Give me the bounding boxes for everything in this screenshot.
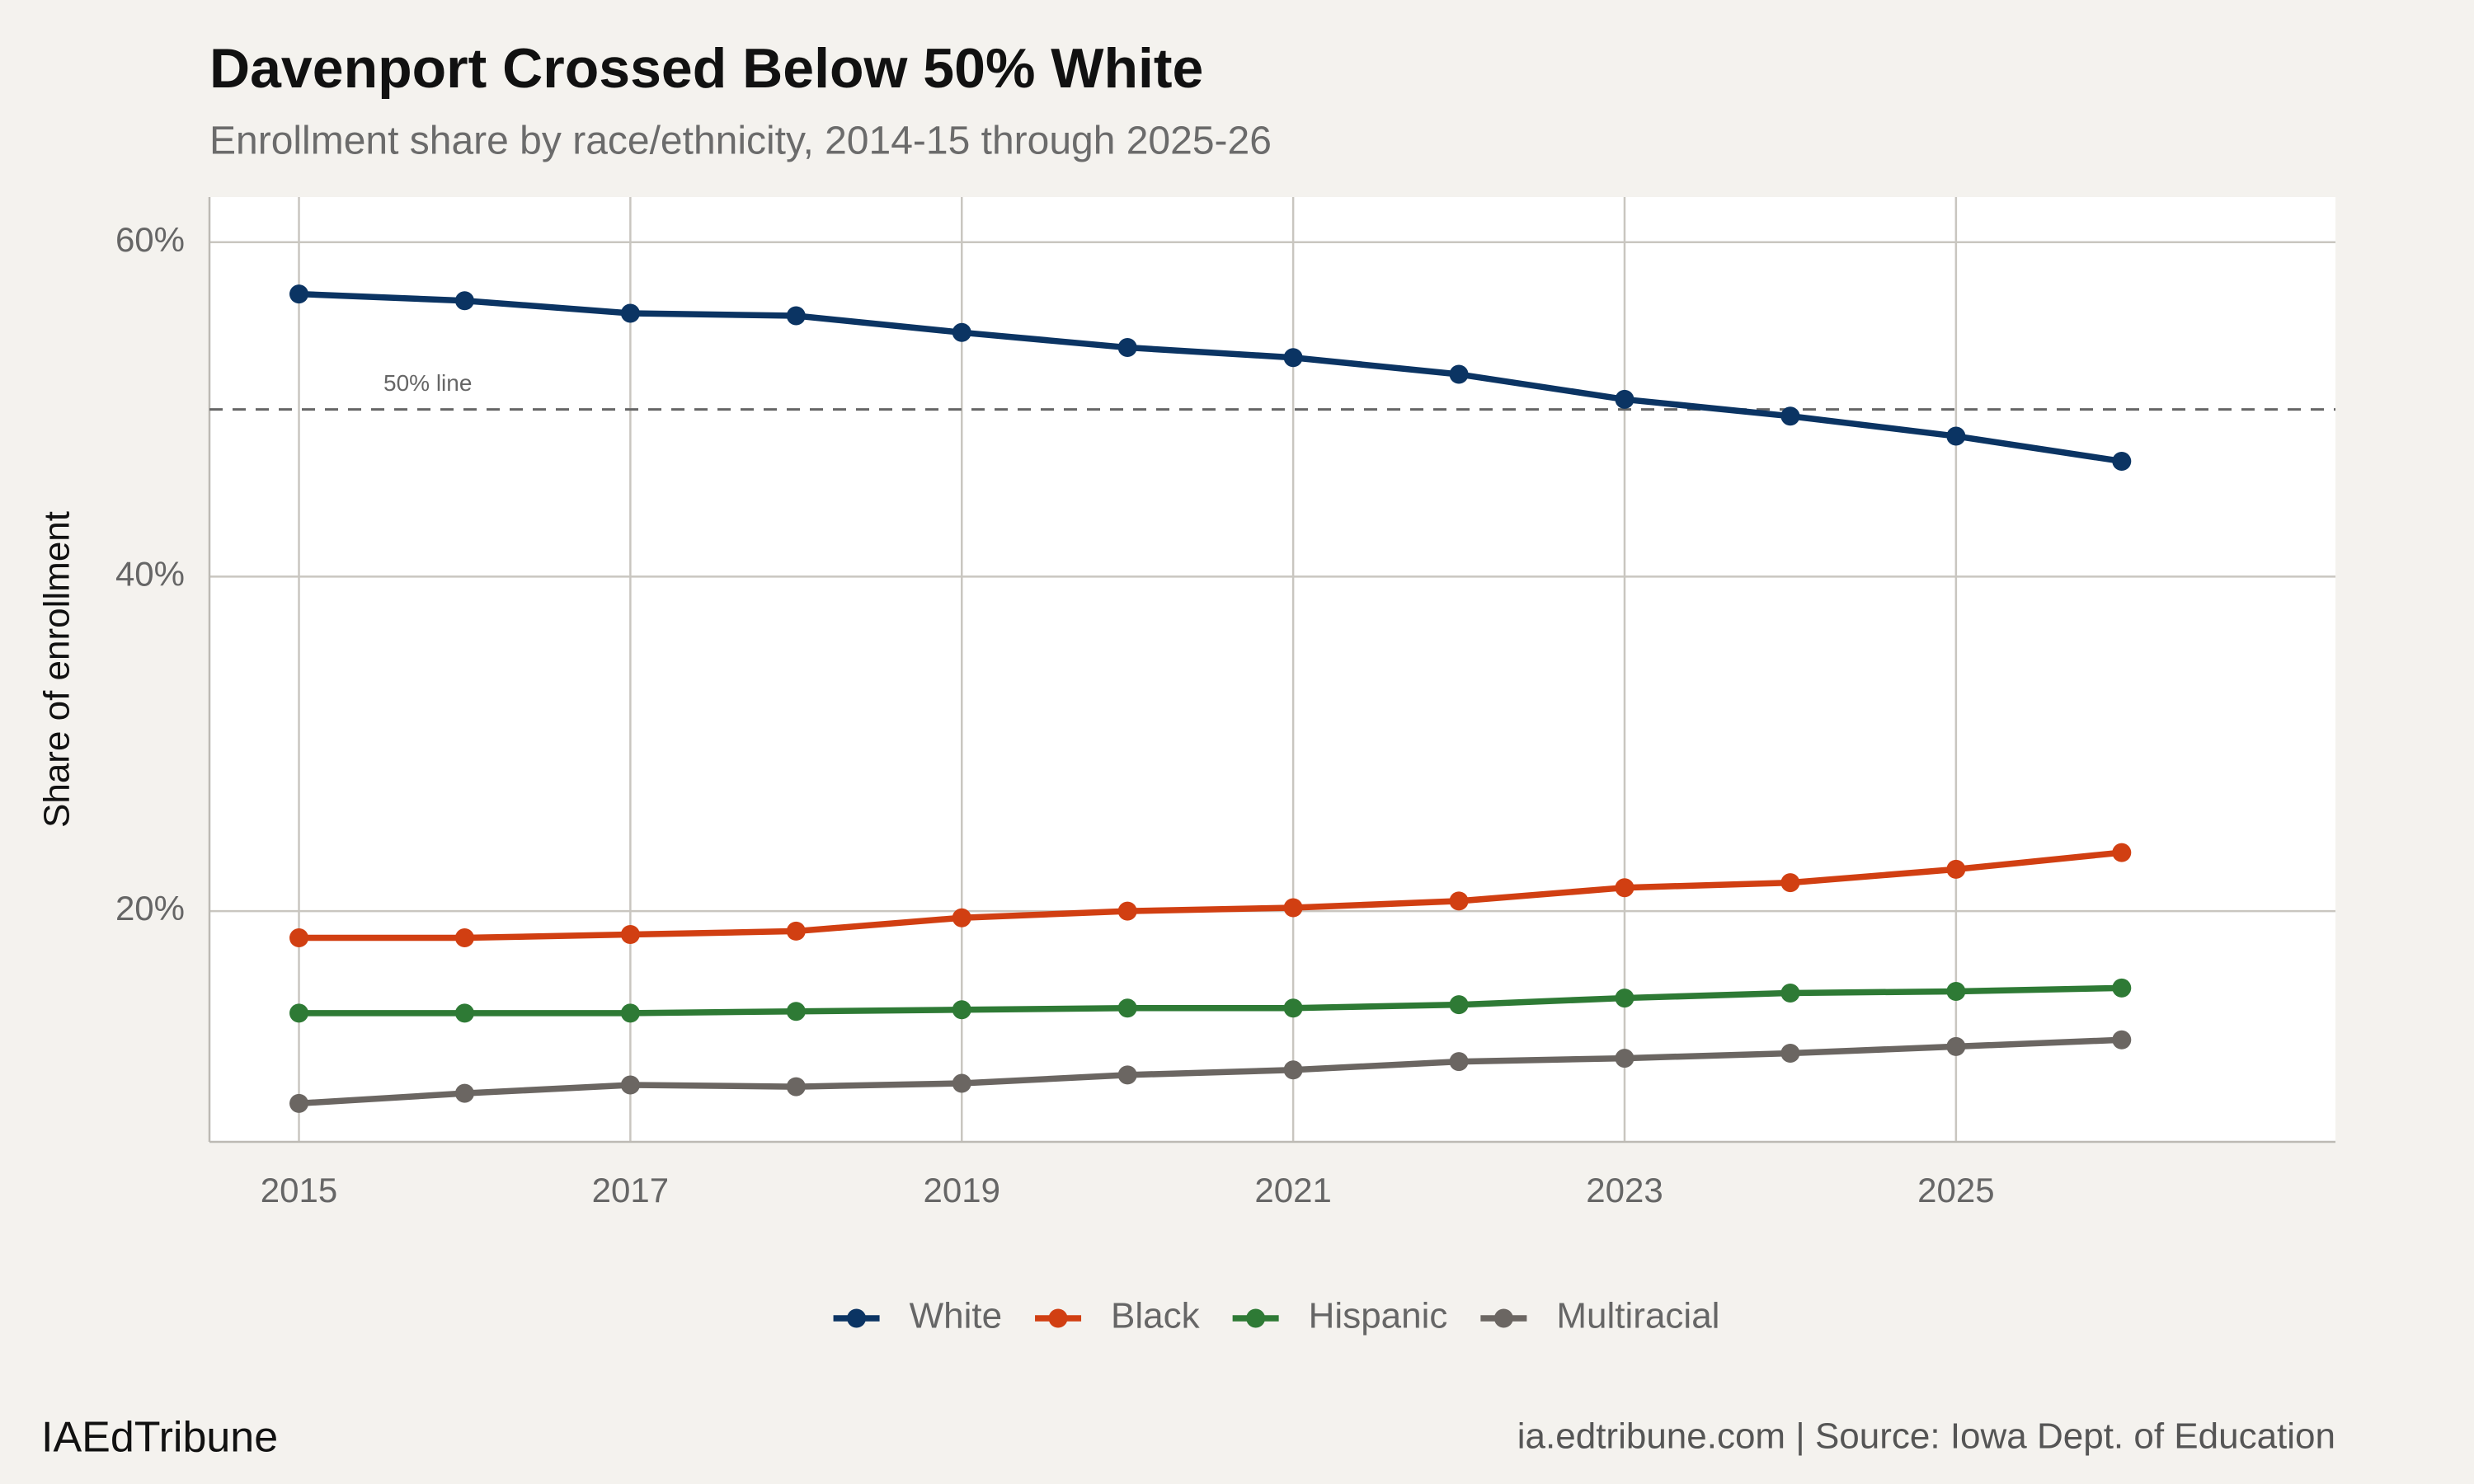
x-tick-label: 2023 [1586,1171,1663,1209]
data-point [786,1002,806,1021]
data-point [2112,843,2132,862]
data-point [454,291,474,311]
x-tick-label: 2015 [261,1171,337,1209]
legend-label: White [910,1296,1002,1336]
data-point [1117,901,1137,921]
data-point [1780,406,1800,426]
data-point [1117,338,1137,358]
data-point [2112,451,2132,471]
data-point [620,1003,640,1023]
x-tick-label: 2021 [1254,1171,1331,1209]
data-point [786,306,806,326]
legend-label: Multiracial [1556,1296,1719,1336]
series-line [299,290,2123,465]
data-point [289,1093,309,1113]
data-point [1946,859,1966,879]
y-tick-label: 20% [115,889,185,928]
data-point [1283,1060,1303,1080]
data-point [952,322,971,342]
footer-source: ia.edtribune.com | Source: Iowa Dept. of… [1517,1416,2335,1457]
reference-label: 50% line [383,370,472,396]
data-point [289,284,309,304]
data-point [1615,878,1634,898]
series-line [299,1036,2122,1107]
y-tick-label: 40% [115,555,185,594]
data-point [1117,998,1137,1018]
footer-brand: IAEdTribune [41,1414,278,1462]
data-point [952,1073,971,1093]
data-point [1117,1065,1137,1085]
legend-item: Hispanic [1232,1296,1448,1336]
y-axis-label: Share of enrollment [37,511,78,828]
data-point [620,1075,640,1095]
plot-background [209,197,2335,1142]
data-point [1449,995,1469,1015]
data-point [1780,1043,1800,1063]
data-point [786,1077,806,1097]
data-point [1283,898,1303,918]
data-point [289,928,309,948]
data-point [1946,981,1966,1001]
data-point [786,921,806,941]
legend-swatch-dot [847,1308,867,1328]
data-point [1449,1052,1469,1072]
legend-label: Black [1111,1296,1201,1336]
series-line [299,849,2123,942]
legend-swatch-dot [1246,1308,1266,1328]
legend: White Black Hispanic Multiracial [833,1296,1719,1336]
x-tick-label: 2017 [592,1171,669,1209]
data-point [1780,873,1800,893]
data-point [454,1083,474,1103]
data-point [1946,1036,1966,1056]
data-point [289,1003,309,1023]
data-point [454,928,474,948]
data-point [620,924,640,944]
data-point [454,1003,474,1023]
data-point [1449,891,1469,911]
data-point [952,1000,971,1020]
series-line [299,984,2122,1017]
legend-item: Multiracial [1480,1296,1719,1336]
data-point [1946,426,1966,446]
data-point [1615,389,1634,409]
x-tick-label: 2019 [924,1171,1000,1209]
chart-title: Davenport Crossed Below 50% White [209,37,1203,100]
x-tick-label: 2025 [1917,1171,1994,1209]
data-point [1780,983,1800,1003]
data-point [1283,998,1303,1018]
y-tick-label: 60% [115,220,185,259]
legend-swatch-dot [1048,1308,1068,1328]
legend-item: White [833,1296,1002,1336]
legend-swatch-dot [1493,1308,1513,1328]
data-point [1615,989,1634,1008]
legend-item: Black [1035,1296,1201,1336]
data-point [620,303,640,323]
data-point [2112,978,2132,998]
chart-subtitle: Enrollment share by race/ethnicity, 2014… [209,120,1272,163]
data-point [1615,1049,1634,1068]
data-point [952,908,971,928]
data-point [1449,364,1469,384]
data-point [1283,348,1303,368]
legend-label: Hispanic [1309,1296,1448,1336]
data-point [2112,1030,2132,1050]
